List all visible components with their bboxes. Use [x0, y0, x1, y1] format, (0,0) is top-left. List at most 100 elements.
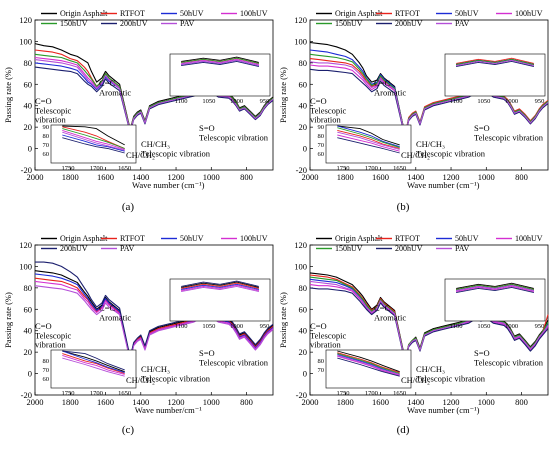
- peak-annotation-line: Telescopic vibration: [199, 357, 269, 367]
- y-tick-label: 40: [24, 326, 33, 336]
- series-line: [34, 43, 274, 130]
- peak-annotation-line: S=O: [199, 123, 215, 133]
- inset-series-line: [62, 134, 125, 152]
- legend-label: 50hUV: [455, 234, 479, 243]
- peak-annotation-line: C=C: [374, 78, 390, 88]
- inset-series-line: [62, 353, 125, 374]
- inset-series-line: [181, 284, 260, 292]
- legend-label: 50hUV: [180, 9, 204, 18]
- inset-series-line: [181, 282, 260, 289]
- y-axis-label: Passing rate (%): [278, 67, 288, 123]
- inset-x-tick-label: 1100: [175, 98, 188, 105]
- peak-annotation: C=C Aromatic: [374, 303, 406, 322]
- inset-x-tick-label: 1750: [337, 165, 350, 172]
- chart-panel: 2000 1800 1600 1400 1200 1000 800-200204060801…: [278, 9, 549, 190]
- inset-series-line: [337, 134, 400, 152]
- legend-label: 200hUV: [395, 244, 423, 253]
- peak-annotation-line: C=O: [310, 321, 327, 331]
- inset-x-tick-label: 1650: [118, 390, 131, 397]
- inset-series-line: [456, 59, 535, 67]
- legend-label: PAV: [120, 244, 134, 253]
- inset-x-tick-label: 1700: [365, 165, 378, 172]
- x-tick-label: 1800: [337, 172, 354, 182]
- peak-annotation: S=O Telescopic vibration: [199, 348, 269, 367]
- inset-series-line: [62, 129, 125, 150]
- inset-chart: 1750 1700 1650 60 70 80: [43, 349, 137, 397]
- series-line: [309, 287, 549, 364]
- chart-panel: 2000 1800 1600 1400 1200 1000 800-200204060801…: [278, 234, 549, 415]
- peak-annotation: C=C Aromatic: [99, 78, 131, 97]
- inset-series-line: [62, 354, 125, 375]
- inset-series-line: [337, 355, 400, 376]
- inset-chart: 1750 1700 1650 60 70 80 90: [318, 124, 412, 172]
- inset-series-line: [62, 357, 125, 377]
- legend-label: 100hUV: [515, 9, 543, 18]
- inset-frame: [444, 53, 546, 97]
- peak-annotation: CH/CH₃ Telescopic vibration: [141, 364, 211, 383]
- legend-label: RTFOT: [120, 234, 145, 243]
- inset-y-tick-label: 60: [43, 151, 50, 158]
- y-tick-label: 0: [28, 144, 32, 154]
- panel-caption: (c): [122, 424, 135, 436]
- peak-annotation-line: C=C: [99, 78, 115, 88]
- inset-x-tick-label: 1650: [393, 390, 406, 397]
- inset-y-tick-label: 60: [318, 151, 325, 158]
- peak-annotation: CH/CH₃ Telescopic vibration: [416, 139, 486, 158]
- series-line: [309, 280, 549, 363]
- peak-annotation-line: Telescopic: [35, 105, 71, 115]
- x-tick-label: 1000: [478, 397, 495, 407]
- inset-x-tick-label: 1000: [230, 323, 243, 330]
- peak-annotation-line: Telescopic vibration: [199, 132, 269, 142]
- peak-annotation-line: CH/CH₃: [416, 364, 445, 374]
- inset-series-line: [62, 350, 125, 371]
- peak-annotation-line: CH/CH₂: [126, 375, 155, 385]
- peak-annotation-line: Aromatic: [374, 312, 406, 322]
- inset-chart: 1750 1700 1650 60 70 80 90: [43, 124, 137, 172]
- inset-y-tick-label: 60: [43, 376, 50, 383]
- peak-annotation: C=O Telescopic vibration: [310, 321, 346, 350]
- y-tick-label: 120: [294, 15, 307, 25]
- legend-label: 100hUV: [515, 234, 543, 243]
- peak-annotation: CH/CH₂: [126, 150, 155, 160]
- inset-chart: 1100 1050 1000 950: [169, 53, 271, 105]
- peak-annotation: C=O Telescopic vibration: [35, 96, 71, 125]
- inset-series-line: [337, 354, 400, 375]
- series-line: [309, 68, 549, 139]
- inset-series-line: [456, 58, 535, 65]
- inset-series-line: [181, 56, 260, 63]
- y-tick-label: 80: [299, 283, 308, 293]
- y-tick-label: 40: [299, 326, 308, 336]
- x-tick-label: 1400: [407, 172, 424, 182]
- plot-frame: [309, 19, 549, 171]
- y-tick-label: 100: [19, 261, 32, 271]
- peak-annotation: S=O Telescopic vibration: [474, 348, 544, 367]
- inset-series-line: [337, 131, 400, 150]
- series-line: [35, 261, 274, 359]
- peak-annotation: CH/CH₃ Telescopic vibration: [141, 139, 211, 158]
- series-line: [309, 272, 549, 361]
- inset-chart: 1100 1050 1000 950: [169, 278, 271, 330]
- y-axis-label: Passing rate (%): [278, 292, 288, 348]
- series-line: [34, 59, 274, 132]
- inset-series-line: [62, 126, 125, 149]
- legend-label: RTFOT: [120, 9, 145, 18]
- y-tick-label: 120: [294, 240, 307, 250]
- series-line: [309, 276, 549, 362]
- inset-series-line: [456, 282, 535, 289]
- inset-y-tick-label: 80: [318, 358, 325, 365]
- peak-annotation-line: CH/CH₂: [126, 150, 155, 160]
- peak-annotation-line: C=O: [310, 96, 327, 106]
- inset-x-tick-label: 950: [535, 98, 545, 105]
- x-axis-label: Wave number/cm⁻¹: [135, 405, 202, 415]
- inset-series-line: [62, 350, 125, 374]
- y-tick-label: 0: [28, 369, 32, 379]
- inset-x-tick-label: 1000: [230, 98, 243, 105]
- inset-x-tick-label: 1650: [118, 165, 131, 172]
- plot-frame: [34, 244, 274, 396]
- inset-series-line: [181, 283, 260, 290]
- legend-label: RTFOT: [395, 234, 420, 243]
- inset-x-tick-label: 1750: [337, 390, 350, 397]
- x-tick-label: 1600: [97, 397, 114, 407]
- peak-annotation-line: CH/CH₃: [141, 139, 170, 149]
- x-axis-label: Wave number (cm⁻¹): [132, 180, 205, 190]
